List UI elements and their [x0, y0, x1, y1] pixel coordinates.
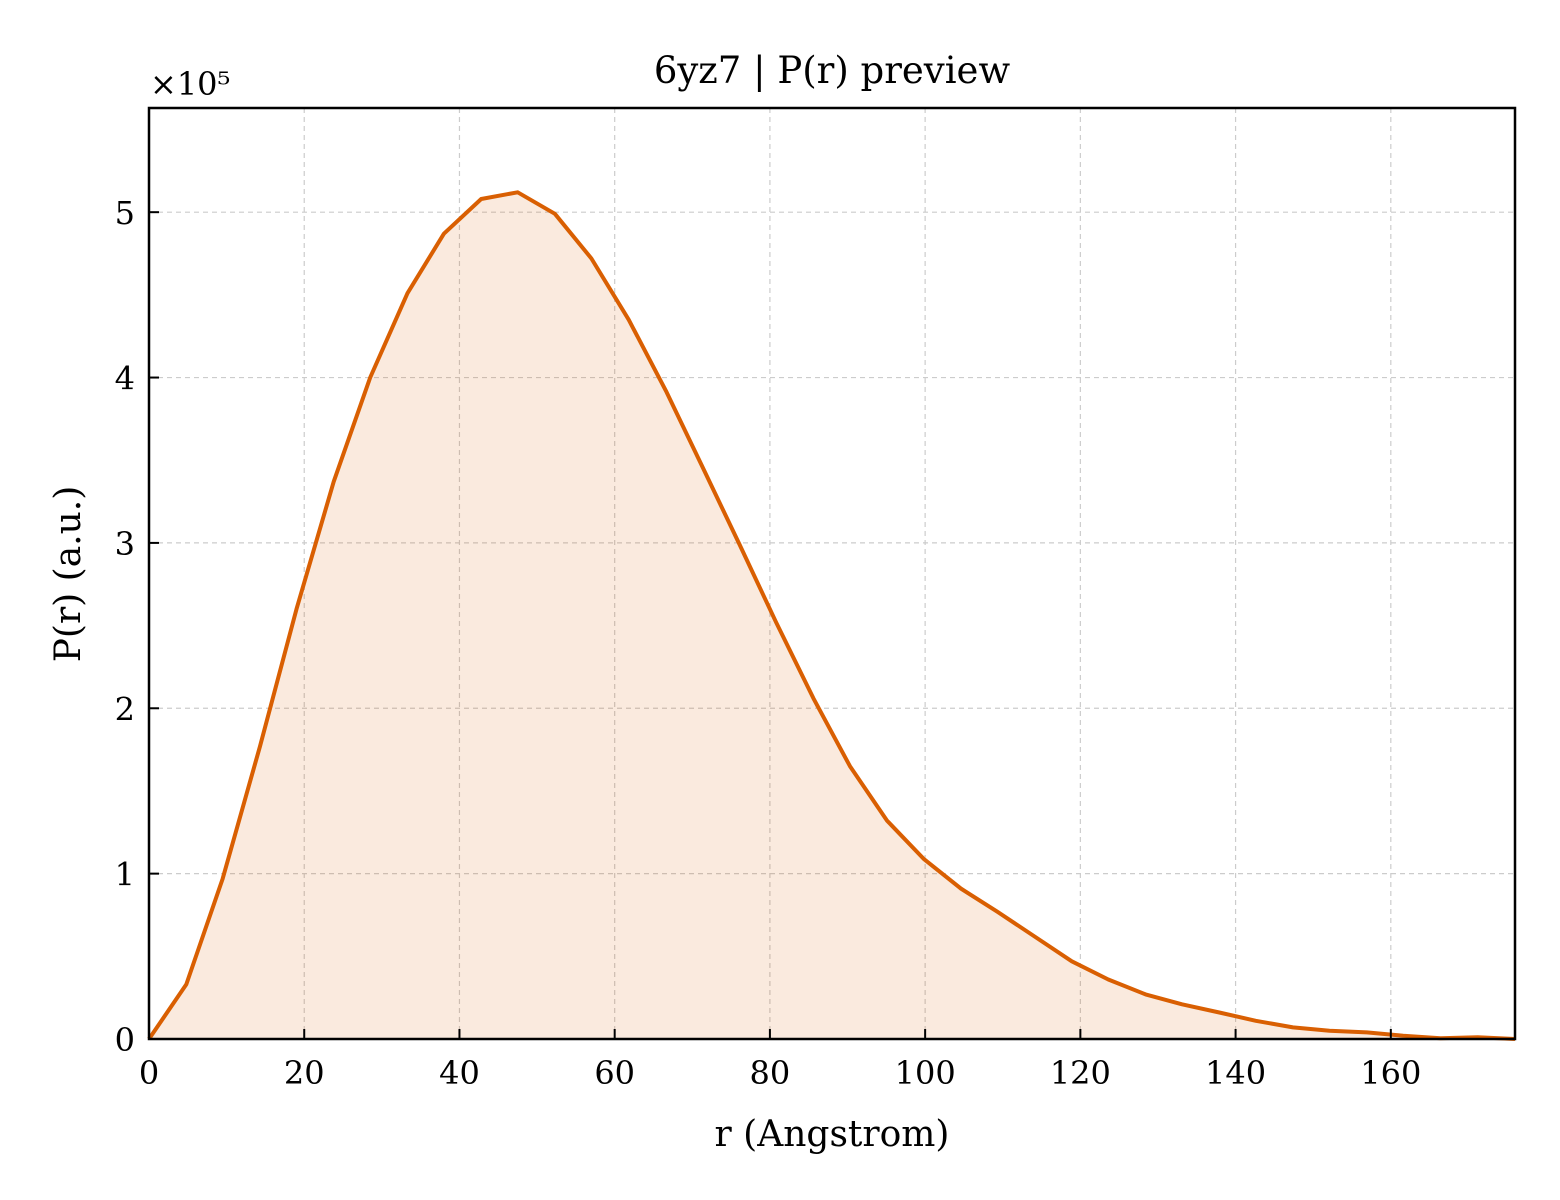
chart-title: 6yz7 | P(r) preview	[654, 49, 1011, 92]
x-tick-label: 100	[895, 1054, 956, 1092]
y-axis-label: P(r) (a.u.)	[48, 486, 89, 663]
x-tick-label: 160	[1360, 1054, 1421, 1092]
x-tick-label: 0	[139, 1054, 159, 1092]
x-tick-label: 20	[284, 1054, 325, 1092]
plot-frame	[147, 106, 1517, 1041]
y-tick-label: 0	[115, 1021, 135, 1059]
y-tick-label: 5	[115, 194, 135, 232]
x-axis-label: r (Angstrom)	[715, 1114, 950, 1155]
pr-series-line	[147, 190, 1516, 1041]
x-tick-label: 80	[750, 1054, 791, 1092]
pr-area-fill	[149, 192, 1515, 1040]
y-tick-label: 4	[115, 360, 135, 398]
x-tick-label: 40	[439, 1054, 480, 1092]
grid	[149, 108, 1515, 1039]
x-tick-label: 120	[1050, 1054, 1111, 1092]
y-tick-label: 2	[115, 690, 135, 728]
axis-ticks: 0 20 40 60 80 100 120 140 160 0 1 2 3 4 5	[115, 194, 1422, 1092]
x-tick-label: 140	[1205, 1054, 1266, 1092]
x-tick-label: 60	[594, 1054, 635, 1092]
y-tick-label: 3	[115, 525, 135, 563]
y-tick-label: 1	[115, 856, 135, 894]
y-axis-multiplier: ×10⁵	[150, 65, 230, 103]
